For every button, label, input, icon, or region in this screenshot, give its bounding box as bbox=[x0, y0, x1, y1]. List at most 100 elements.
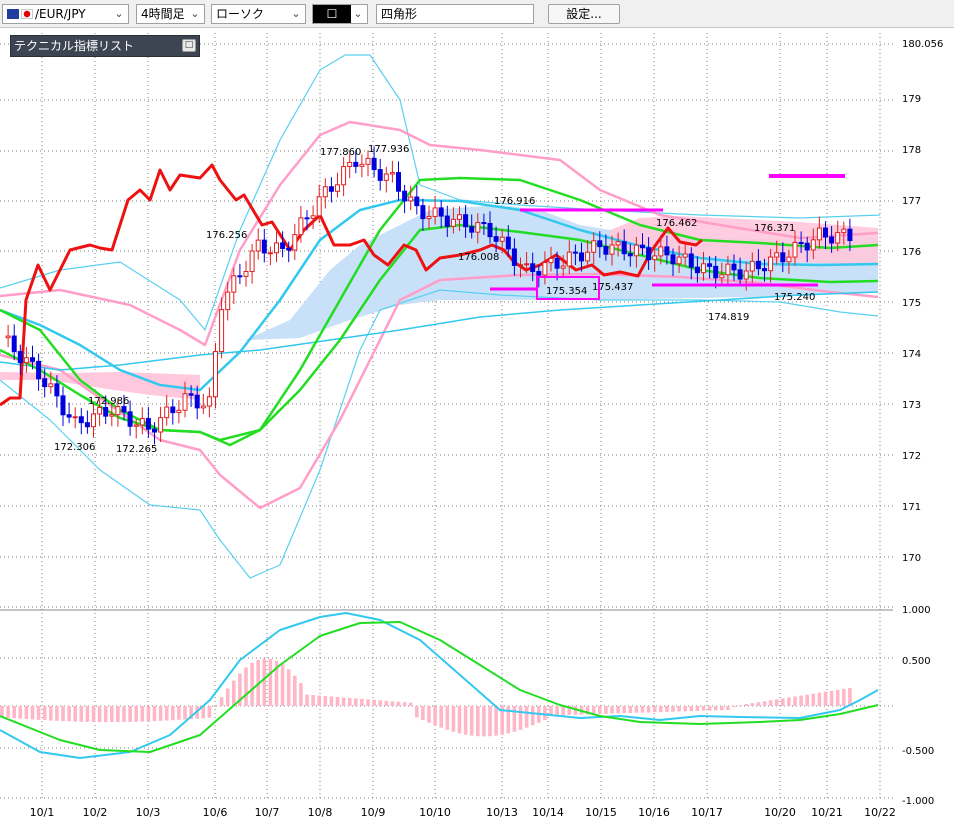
candle-body bbox=[121, 406, 127, 413]
histogram-bar bbox=[6, 706, 10, 718]
candle-body bbox=[688, 253, 694, 268]
candle-body bbox=[463, 214, 469, 228]
histogram-bar bbox=[738, 705, 742, 707]
rectangle-tool-icon: ☐ bbox=[313, 5, 351, 23]
histogram-bar bbox=[238, 673, 242, 706]
histogram-bar bbox=[158, 706, 163, 721]
candle-body bbox=[414, 196, 420, 207]
histogram-bar bbox=[274, 660, 279, 706]
price-label: 174.819 bbox=[708, 312, 749, 323]
candle-body bbox=[249, 250, 255, 272]
candle-body bbox=[646, 247, 652, 261]
timeframe-select[interactable]: 4時間足 ⌄ bbox=[136, 4, 205, 24]
histogram-bar bbox=[811, 693, 816, 706]
symbol-select[interactable]: /EUR/JPY ⌄ bbox=[2, 4, 129, 24]
candle-body bbox=[774, 252, 780, 258]
candle-body bbox=[560, 265, 566, 269]
candle-body bbox=[225, 291, 231, 311]
histogram-bar bbox=[659, 706, 663, 713]
candle-body bbox=[152, 428, 157, 433]
histogram-bar bbox=[268, 658, 273, 706]
histogram-bar bbox=[91, 706, 96, 723]
candle-body bbox=[591, 240, 597, 253]
chart-area[interactable]: 172.306 172.986 172.265 176.256 177.860 177.9… bbox=[0, 29, 954, 823]
draw-tool-select[interactable]: ☐ ⌄ bbox=[312, 4, 368, 24]
candle-body bbox=[11, 335, 17, 353]
candle-body bbox=[493, 236, 499, 242]
bollinger-lower-2 bbox=[0, 289, 879, 579]
candle-body bbox=[823, 227, 828, 238]
candle-body bbox=[518, 264, 523, 267]
candle-body bbox=[365, 157, 371, 165]
candle-body bbox=[835, 232, 841, 244]
candle-body bbox=[499, 236, 505, 242]
technical-indicator-title: テクニカル指標リスト bbox=[14, 39, 135, 53]
candle-body bbox=[280, 242, 286, 249]
histogram-bar bbox=[512, 706, 517, 732]
candle-body bbox=[17, 351, 23, 364]
price-label: 175.240 bbox=[774, 292, 815, 303]
histogram-bar bbox=[189, 706, 193, 720]
price-axis-label: 170 bbox=[902, 553, 921, 564]
settings-button[interactable]: 設定... bbox=[548, 4, 620, 24]
histogram-bar bbox=[213, 706, 218, 707]
candle-body bbox=[798, 242, 804, 245]
oscillator-signal bbox=[0, 612, 879, 759]
histogram-bar bbox=[799, 695, 803, 706]
chart-style-select[interactable]: ローソク ⌄ bbox=[211, 4, 306, 24]
price-label: 177.936 bbox=[368, 144, 409, 155]
histogram-bar bbox=[55, 706, 59, 721]
candle-body bbox=[755, 260, 761, 270]
candle-body bbox=[347, 161, 353, 168]
histogram-bar bbox=[0, 706, 4, 718]
histogram-bar bbox=[164, 706, 169, 721]
histogram-bar bbox=[415, 706, 419, 718]
histogram-bar bbox=[829, 690, 834, 706]
histogram-bar bbox=[177, 706, 181, 720]
date-axis-label: 10/13 bbox=[486, 806, 518, 819]
candle-body bbox=[701, 263, 706, 274]
osc-axis-label: -1.000 bbox=[902, 796, 934, 807]
histogram-bar bbox=[463, 706, 468, 735]
date-axis-label: 10/21 bbox=[811, 806, 843, 819]
price-axis-label: 178 bbox=[902, 145, 921, 156]
histogram-bar bbox=[445, 706, 450, 730]
histogram-bar bbox=[695, 706, 700, 711]
histogram-bar bbox=[347, 697, 352, 706]
candle-body bbox=[316, 196, 322, 217]
technical-indicator-list[interactable]: テクニカル指標リスト □ bbox=[10, 35, 200, 57]
chevron-down-icon: ⌄ bbox=[291, 7, 301, 20]
histogram-bar bbox=[671, 706, 675, 712]
histogram-bar bbox=[116, 706, 120, 723]
histogram-bar bbox=[408, 702, 413, 706]
restore-icon[interactable]: □ bbox=[182, 39, 196, 52]
candle-body bbox=[487, 222, 493, 238]
candle-body bbox=[30, 357, 35, 362]
candle-body bbox=[97, 406, 103, 415]
histogram-bar bbox=[262, 658, 267, 706]
candle-body bbox=[652, 255, 658, 261]
candle-body bbox=[524, 263, 530, 266]
histogram-bar bbox=[494, 706, 498, 736]
candle-body bbox=[469, 226, 475, 233]
candle-body bbox=[23, 357, 29, 364]
histogram-bar bbox=[646, 706, 651, 713]
date-axis-label: 10/22 bbox=[864, 806, 896, 819]
candle-body bbox=[170, 406, 176, 414]
chevron-down-icon: ⌄ bbox=[114, 7, 124, 20]
histogram-bar bbox=[518, 706, 523, 730]
histogram-bar bbox=[49, 706, 53, 721]
candle-body bbox=[389, 172, 395, 175]
histogram-bar bbox=[744, 704, 748, 706]
histogram-bar bbox=[561, 706, 565, 716]
price-label: 177.860 bbox=[320, 147, 361, 158]
candle-body bbox=[762, 268, 767, 272]
date-axis-label: 10/17 bbox=[691, 806, 723, 819]
candle-body bbox=[103, 406, 109, 417]
histogram-bar bbox=[683, 706, 687, 712]
histogram-bar bbox=[713, 706, 718, 711]
date-axis-label: 10/10 bbox=[419, 806, 451, 819]
candle-body bbox=[572, 251, 578, 254]
candle-body bbox=[194, 394, 200, 409]
axis-labels: 180.056 179 178 177 176 175 174 173 172 171 170 1.0… bbox=[30, 39, 944, 819]
